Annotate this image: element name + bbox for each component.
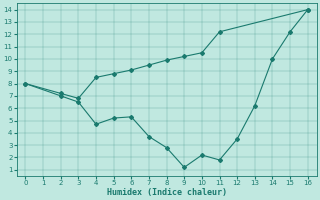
X-axis label: Humidex (Indice chaleur): Humidex (Indice chaleur) (107, 188, 227, 197)
